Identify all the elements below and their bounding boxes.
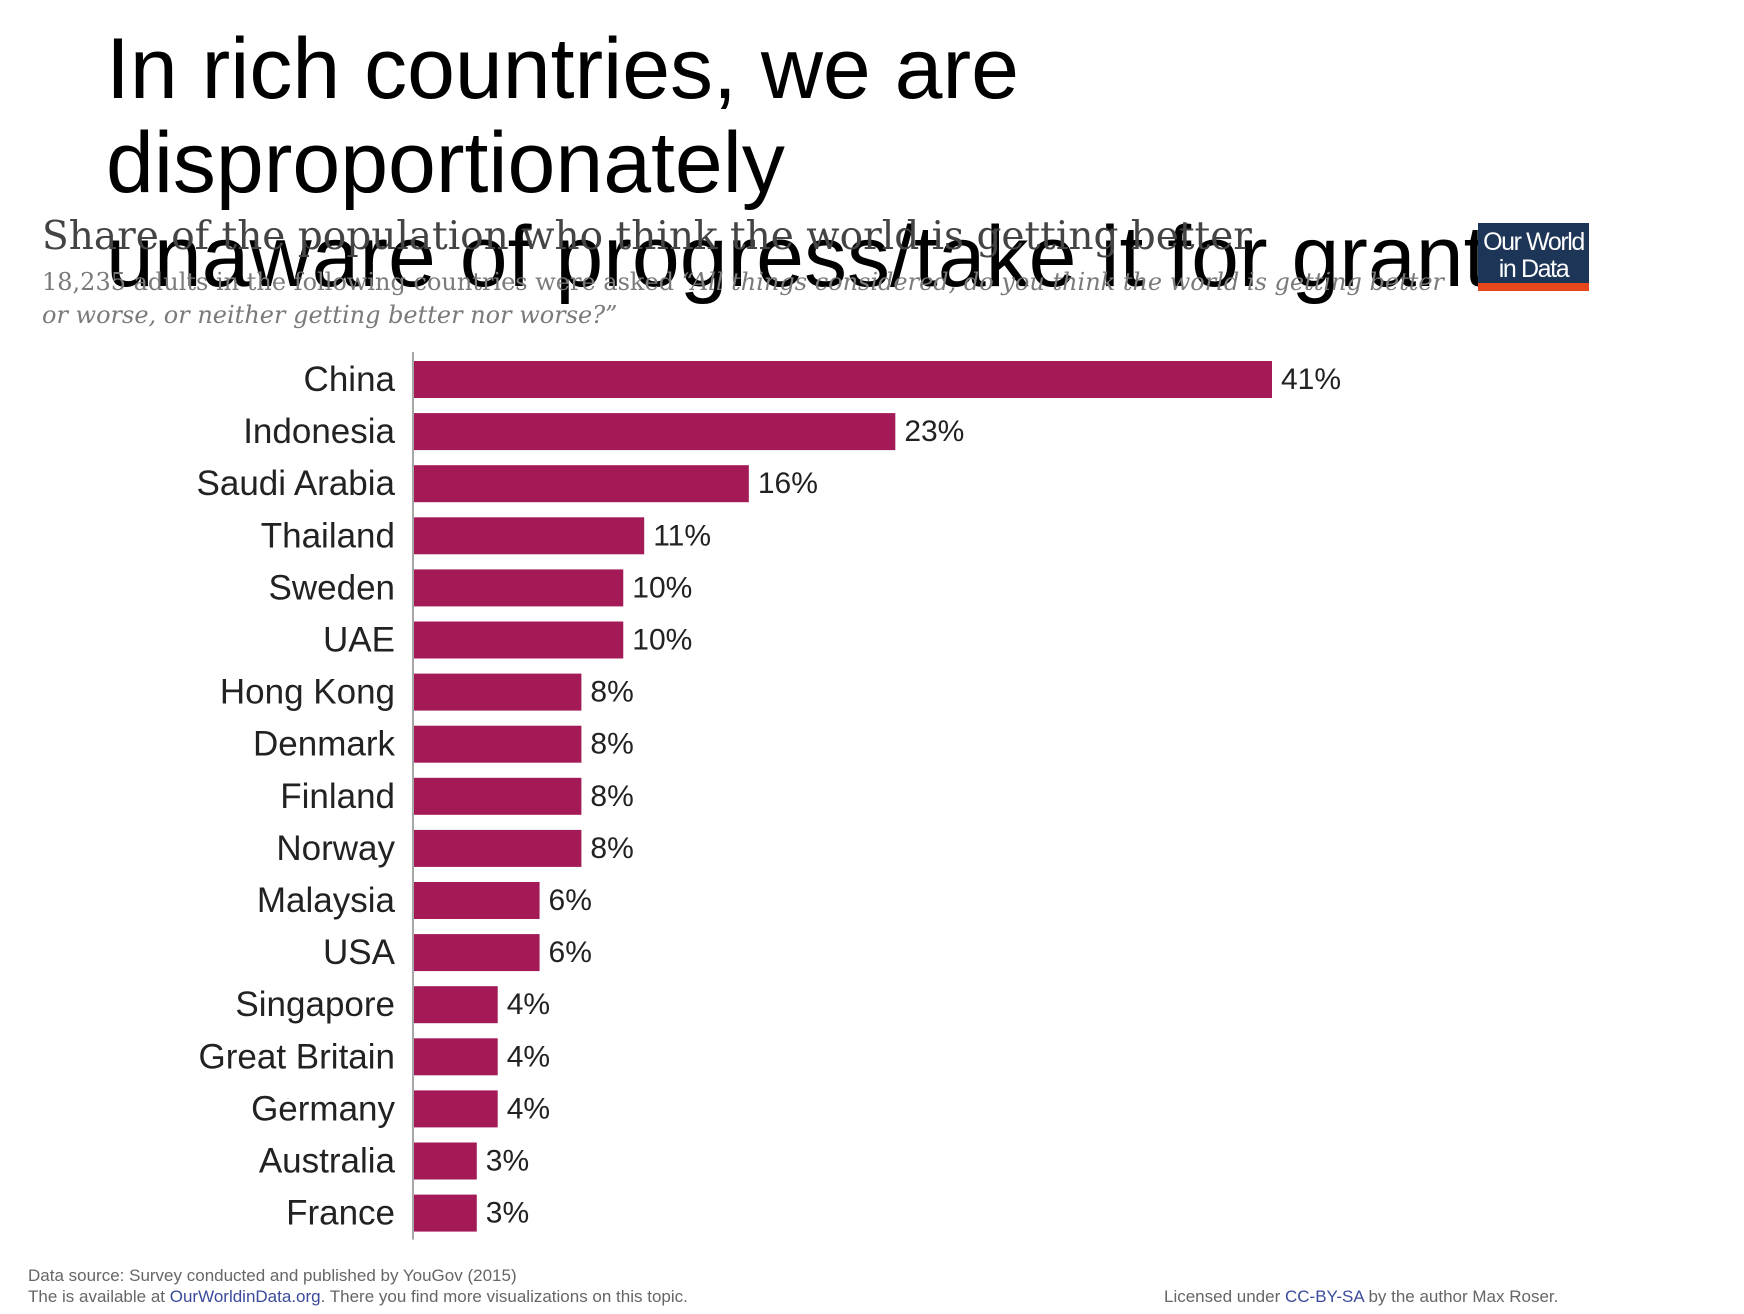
value-label: 4% [507,988,550,1021]
bar[interactable] [414,777,582,815]
license-prefix: Licensed under [1164,1287,1285,1306]
footer-source-text: Data source: Survey conducted and publis… [28,1266,517,1285]
headline-line-2: unaware of progress/take it for granted [106,209,1584,305]
value-label: 8% [590,832,633,865]
value-label: 10% [632,624,692,657]
bar[interactable] [414,1038,498,1076]
footer-available-suffix: . There you find more visualizations on … [320,1287,688,1306]
category-label: Germany [251,1089,395,1128]
value-label: 4% [507,1092,550,1125]
category-label: UAE [323,621,395,660]
category-label: Denmark [253,725,395,764]
bar[interactable] [414,934,540,972]
license-link[interactable]: CC-BY-SA [1284,1287,1364,1306]
bar[interactable] [414,1194,477,1232]
category-label: Finland [280,777,395,816]
bar[interactable] [414,517,645,555]
bar[interactable] [414,725,582,763]
chart-subtitle: 18,235 adults in the following countries… [42,266,1462,332]
bar[interactable] [414,882,540,919]
category-label: Singapore [235,985,395,1024]
footer-available-prefix: The is available at [28,1287,170,1306]
value-label: 10% [632,571,692,604]
footer-availability: The is available at OurWorldinData.org. … [28,1286,688,1307]
bar[interactable] [414,621,624,659]
category-label: China [304,360,396,399]
category-label: Indonesia [243,412,395,451]
value-label: 8% [590,676,633,709]
bar[interactable] [414,465,749,503]
footer-license: Licensed under CC-BY-SA by the author Ma… [1164,1286,1558,1307]
license-suffix: by the author Max Roser. [1363,1287,1559,1306]
value-label: 23% [904,415,964,448]
bar[interactable] [414,1142,477,1180]
bar[interactable] [414,673,582,711]
category-label: Hong Kong [220,673,395,712]
chart-subtitle-plain: 18,235 adults in the following countries… [42,268,682,296]
value-label: 4% [507,1040,550,1073]
chart-subtitle-quote: “All things considered, do you think the… [42,268,1445,329]
chart-title: Share of the population who think the wo… [42,214,1252,259]
bar[interactable] [414,986,498,1024]
bar-chart: China 41% Indonesia 23% Saudi Arabia 16% Thail… [197,352,1341,1240]
category-label: Thailand [261,516,395,555]
bar[interactable] [414,829,582,867]
value-label: 6% [549,936,592,969]
value-label: 6% [549,884,592,917]
bar[interactable] [414,569,624,607]
owid-logo[interactable]: Our World in Data [1478,223,1589,291]
value-label: 16% [758,467,818,500]
category-label: Great Britain [199,1037,395,1076]
category-label: USA [323,933,396,972]
headline: In rich countries, we are disproportiona… [106,22,1706,304]
logo-line-1: Our World [1483,228,1585,256]
value-label: 11% [653,519,711,552]
category-label: Saudi Arabia [197,464,396,503]
value-label: 8% [590,728,633,761]
bar[interactable] [414,361,1272,398]
category-label: France [286,1194,395,1233]
bar[interactable] [414,413,896,451]
footer-source: Data source: Survey conducted and publis… [28,1265,688,1307]
category-label: Norway [276,829,395,868]
category-label: Sweden [269,568,395,607]
logo-line-2: in Data [1498,255,1570,283]
category-label: Malaysia [257,881,396,920]
bar[interactable] [414,1090,498,1128]
value-label: 8% [590,780,633,813]
headline-line-1: In rich countries, we are disproportiona… [106,21,1019,211]
value-label: 3% [486,1197,529,1230]
value-label: 3% [486,1145,529,1178]
category-label: Australia [259,1142,396,1181]
value-label: 41% [1281,363,1341,396]
owid-link[interactable]: OurWorldinData.org [169,1287,321,1306]
